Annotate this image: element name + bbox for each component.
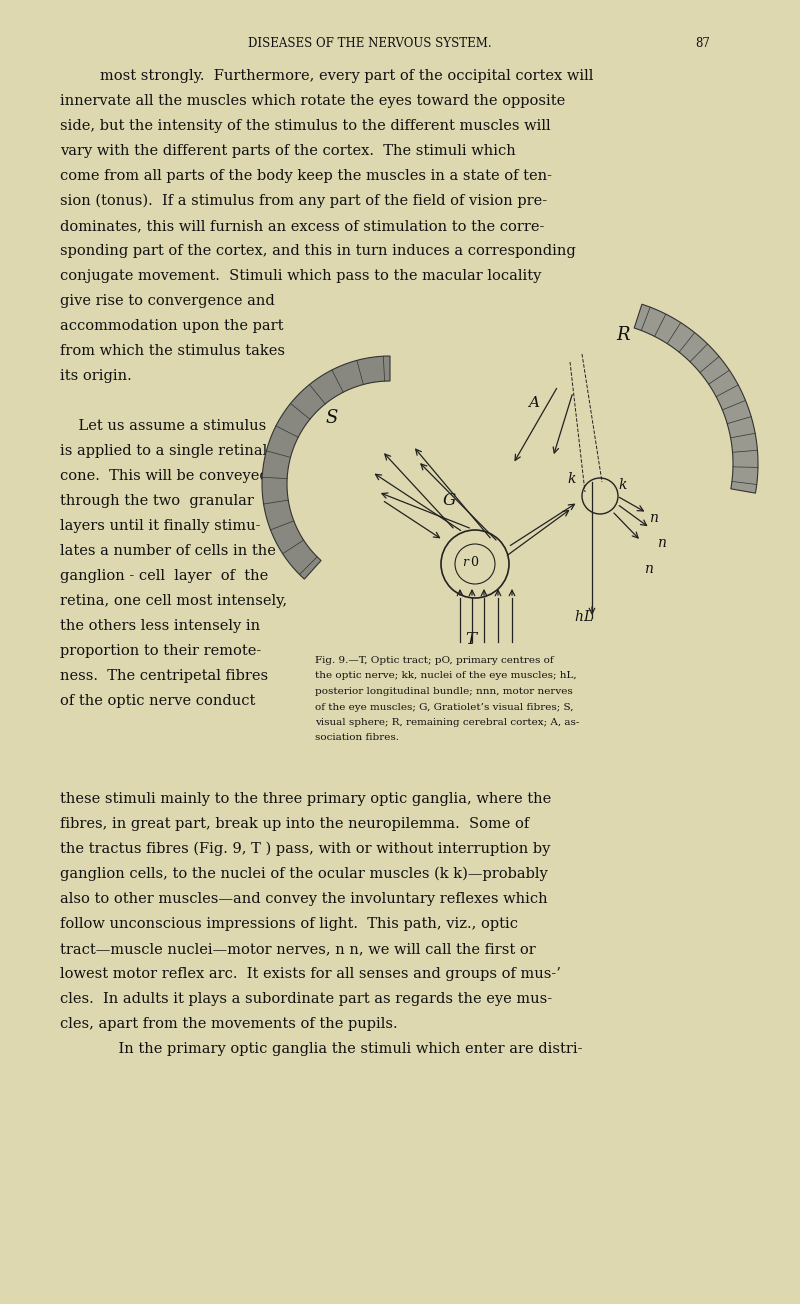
Text: the optic nerve; kk, nuclei of the eye muscles; hL,: the optic nerve; kk, nuclei of the eye m…	[315, 672, 577, 681]
Text: these stimuli mainly to the three primary optic ganglia, where the: these stimuli mainly to the three primar…	[60, 792, 551, 806]
Text: n: n	[649, 511, 658, 526]
Text: from which the stimulus takes: from which the stimulus takes	[60, 344, 285, 359]
Text: innervate all the muscles which rotate the eyes toward the opposite: innervate all the muscles which rotate t…	[60, 94, 566, 108]
Text: G: G	[443, 492, 456, 509]
Text: of the eye muscles; G, Gratiolet’s visual fibres; S,: of the eye muscles; G, Gratiolet’s visua…	[315, 703, 574, 712]
Text: tract—muscle nuclei—motor nerves, n n, we will call the first or: tract—muscle nuclei—motor nerves, n n, w…	[60, 941, 536, 956]
PathPatch shape	[634, 304, 758, 493]
Text: dominates, this will furnish an excess of stimulation to the corre-: dominates, this will furnish an excess o…	[60, 219, 544, 233]
Text: proportion to their remote-: proportion to their remote-	[60, 644, 262, 659]
Text: k: k	[567, 472, 575, 486]
Text: the tractus fibres (Fig. 9, T ) pass, with or without interruption by: the tractus fibres (Fig. 9, T ) pass, wi…	[60, 842, 550, 857]
Text: cles, apart from the movements of the pupils.: cles, apart from the movements of the pu…	[60, 1017, 398, 1031]
Text: sociation fibres.: sociation fibres.	[315, 733, 399, 742]
Text: is applied to a single retinal: is applied to a single retinal	[60, 443, 267, 458]
Text: R: R	[616, 326, 630, 344]
Text: n: n	[657, 536, 666, 550]
Text: 0: 0	[470, 556, 478, 569]
Text: A: A	[528, 396, 539, 409]
Text: Fig. 9.—T, Optic tract; pO, primary centres of: Fig. 9.—T, Optic tract; pO, primary cent…	[315, 656, 554, 665]
Text: ganglion cells, to the nuclei of the ocular muscles (k k)—probably: ganglion cells, to the nuclei of the ocu…	[60, 867, 548, 882]
Text: Let us assume a stimulus: Let us assume a stimulus	[60, 419, 266, 433]
Text: lates a number of cells in the: lates a number of cells in the	[60, 544, 276, 558]
Text: most strongly.  Furthermore, every part of the occipital cortex will: most strongly. Furthermore, every part o…	[100, 69, 594, 83]
Text: ness.  The centripetal fibres: ness. The centripetal fibres	[60, 669, 268, 683]
Text: vary with the different parts of the cortex.  The stimuli which: vary with the different parts of the cor…	[60, 143, 516, 158]
Text: cles.  In adults it plays a subordinate part as regards the eye mus-: cles. In adults it plays a subordinate p…	[60, 992, 552, 1005]
Text: of the optic nerve conduct: of the optic nerve conduct	[60, 694, 255, 708]
Text: come from all parts of the body keep the muscles in a state of ten-: come from all parts of the body keep the…	[60, 170, 552, 183]
Text: sion (tonus).  If a stimulus from any part of the field of vision pre-: sion (tonus). If a stimulus from any par…	[60, 194, 547, 209]
Text: h: h	[574, 610, 583, 625]
Text: 87: 87	[695, 37, 710, 50]
Text: cone.  This will be conveyed: cone. This will be conveyed	[60, 469, 269, 482]
Text: give rise to convergence and: give rise to convergence and	[60, 293, 274, 308]
Text: In the primary optic ganglia the stimuli which enter are distri-: In the primary optic ganglia the stimuli…	[100, 1042, 582, 1056]
Text: visual sphere; R, remaining cerebral cortex; A, as-: visual sphere; R, remaining cerebral cor…	[315, 719, 579, 728]
Text: ganglion - cell  layer  of  the: ganglion - cell layer of the	[60, 569, 268, 583]
PathPatch shape	[262, 356, 390, 579]
Text: fibres, in great part, break up into the neuropilemma.  Some of: fibres, in great part, break up into the…	[60, 818, 530, 831]
Text: posterior longitudinal bundle; nnn, motor nerves: posterior longitudinal bundle; nnn, moto…	[315, 687, 573, 696]
Text: retina, one cell most intensely,: retina, one cell most intensely,	[60, 595, 287, 608]
Text: lowest motor reflex arc.  It exists for all senses and groups of mus-’: lowest motor reflex arc. It exists for a…	[60, 968, 561, 981]
Text: conjugate movement.  Stimuli which pass to the macular locality: conjugate movement. Stimuli which pass t…	[60, 269, 542, 283]
Text: the others less intensely in: the others less intensely in	[60, 619, 260, 632]
Text: n: n	[644, 562, 653, 576]
Text: follow unconscious impressions of light.  This path, viz., optic: follow unconscious impressions of light.…	[60, 917, 518, 931]
Text: L: L	[583, 610, 592, 625]
Text: r: r	[462, 556, 468, 569]
Text: through the two  granular: through the two granular	[60, 494, 254, 509]
Text: sponding part of the cortex, and this in turn induces a corresponding: sponding part of the cortex, and this in…	[60, 244, 576, 258]
Text: DISEASES OF THE NERVOUS SYSTEM.: DISEASES OF THE NERVOUS SYSTEM.	[248, 37, 492, 50]
Text: S: S	[325, 409, 338, 426]
Text: T: T	[465, 631, 476, 648]
Text: layers until it finally stimu-: layers until it finally stimu-	[60, 519, 261, 533]
Text: accommodation upon the part: accommodation upon the part	[60, 319, 283, 333]
Text: side, but the intensity of the stimulus to the different muscles will: side, but the intensity of the stimulus …	[60, 119, 550, 133]
Text: k: k	[618, 479, 626, 492]
Text: also to other muscles—and convey the involuntary reflexes which: also to other muscles—and convey the inv…	[60, 892, 548, 906]
Text: its origin.: its origin.	[60, 369, 132, 383]
